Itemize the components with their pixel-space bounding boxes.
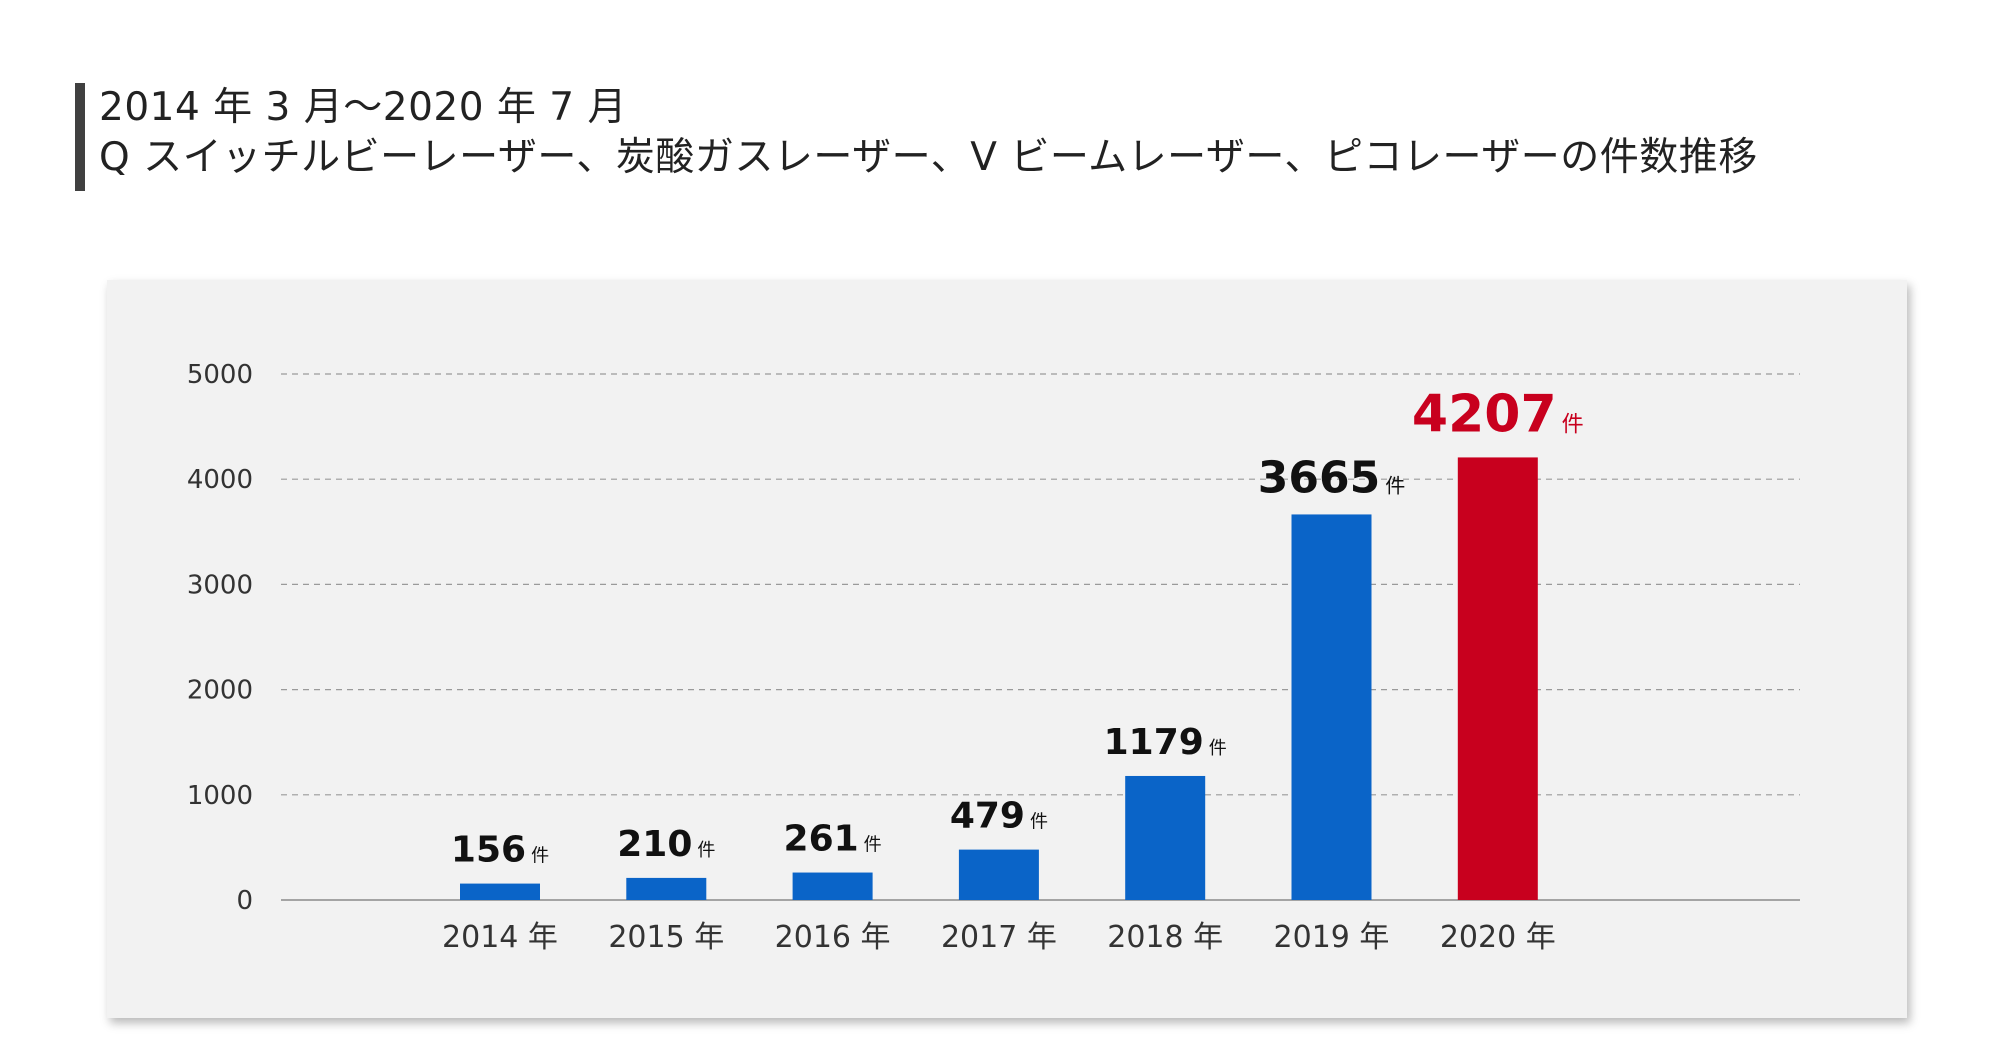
bar xyxy=(1125,775,1206,900)
bar xyxy=(1457,457,1538,900)
data-label: 4207 件 xyxy=(1412,384,1584,444)
bar xyxy=(792,872,873,900)
data-label-unit: 件 xyxy=(1385,473,1405,497)
data-label: 156 件 xyxy=(451,830,549,871)
data-label-unit: 件 xyxy=(1209,738,1227,759)
chart-title-block: 2014 年 3 月〜2020 年 7 月 Q スイッチルビーレーザー、炭酸ガス… xyxy=(75,83,1758,191)
chart-title-line-2: Q スイッチルビーレーザー、炭酸ガスレーザー、V ビームレーザー、ピコレーザーの… xyxy=(99,135,1758,180)
data-label-unit: 件 xyxy=(697,840,715,861)
y-tick-label: 5000 xyxy=(187,360,253,390)
x-tick-label: 2020 年 xyxy=(1440,920,1556,955)
y-tick-label: 1000 xyxy=(187,781,253,811)
data-label-value: 479 xyxy=(950,796,1025,837)
bars xyxy=(460,457,1538,900)
data-label-unit: 件 xyxy=(1562,412,1584,437)
data-label: 1179 件 xyxy=(1104,722,1227,763)
data-label-unit: 件 xyxy=(1030,812,1048,833)
data-label-unit: 件 xyxy=(531,846,549,867)
data-label-value: 156 xyxy=(451,830,526,871)
data-label: 261 件 xyxy=(784,819,882,860)
x-tick-label: 2018 年 xyxy=(1107,920,1223,955)
x-axis-ticks: 2014 年 2015 年 2016 年 2017 年 2018 年 2019 年 2020… xyxy=(442,920,1556,955)
y-tick-label: 0 xyxy=(236,886,253,916)
data-label: 3665 件 xyxy=(1258,452,1405,503)
data-label-value: 4207 xyxy=(1412,384,1557,444)
data-label-value: 1179 xyxy=(1104,722,1204,763)
data-label: 479 件 xyxy=(950,796,1048,837)
x-tick-label: 2016 年 xyxy=(775,920,891,955)
chart-panel: 0 1000 2000 3000 4000 5000 156 件 210 件 261 件 479 件 11… xyxy=(107,280,1907,1018)
bar xyxy=(958,849,1039,900)
x-tick-label: 2017 年 xyxy=(941,920,1057,955)
data-label-unit: 件 xyxy=(864,835,882,856)
data-label-value: 3665 xyxy=(1258,452,1380,503)
y-tick-label: 2000 xyxy=(187,676,253,706)
data-label-value: 210 xyxy=(617,824,692,865)
y-tick-label: 3000 xyxy=(187,570,253,600)
x-tick-label: 2014 年 xyxy=(442,920,558,955)
y-tick-label: 4000 xyxy=(187,465,253,495)
chart-title-line-1: 2014 年 3 月〜2020 年 7 月 xyxy=(99,85,628,130)
x-tick-label: 2019 年 xyxy=(1274,920,1390,955)
x-tick-label: 2015 年 xyxy=(608,920,724,955)
y-axis-ticks: 0 1000 2000 3000 4000 5000 xyxy=(187,360,253,916)
data-label: 210 件 xyxy=(617,824,715,865)
grid-lines xyxy=(281,373,1800,901)
bar xyxy=(1291,514,1372,900)
bar xyxy=(460,883,540,900)
data-label-value: 261 xyxy=(784,819,859,860)
bar xyxy=(626,877,707,900)
